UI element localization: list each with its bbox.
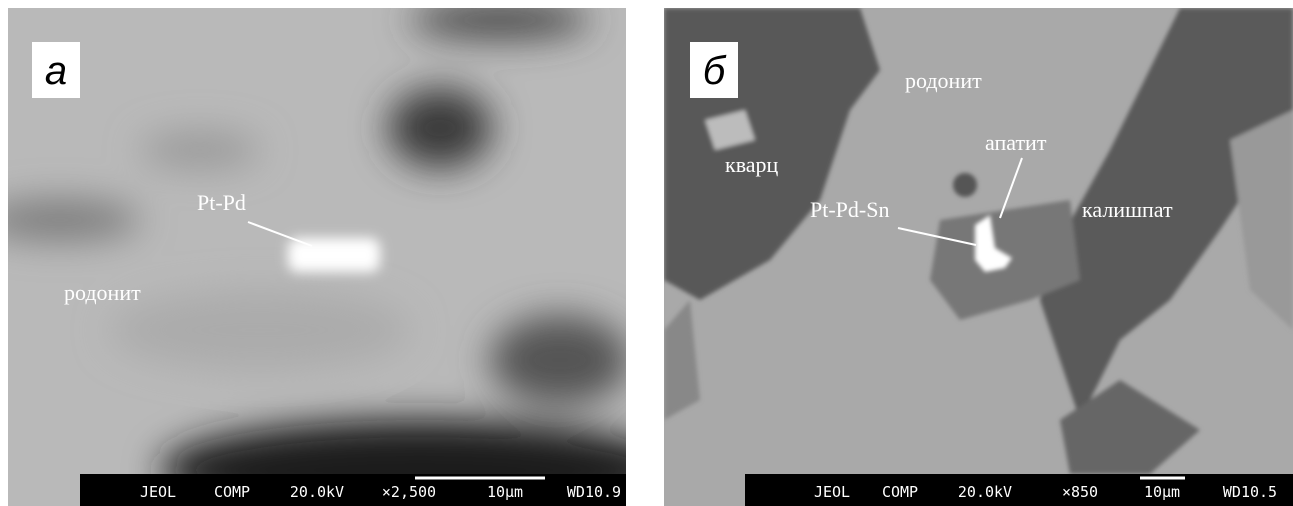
info-text: 20.0kV	[290, 483, 344, 501]
info-text: 10μm	[1144, 483, 1180, 501]
label: родонит	[905, 68, 982, 93]
figure: а Pt-Pd родонит JEOL COMP 20.0kV ×2,500 …	[0, 0, 1293, 506]
label: Pt-Pd	[197, 190, 246, 215]
panel-letter: а	[45, 49, 67, 93]
label: кварц	[725, 152, 779, 177]
label: Pt-Pd-Sn	[810, 197, 889, 222]
info-text: WD10.5	[1223, 483, 1277, 501]
label: калишпат	[1082, 197, 1173, 222]
info-text: COMP	[214, 483, 250, 501]
info-text: JEOL	[814, 483, 850, 501]
info-text: 10μm	[487, 483, 523, 501]
panel-letter: б	[703, 49, 727, 93]
panel-b: б родонит кварц апатит Pt-Pd-Sn калишпат…	[664, 8, 1293, 506]
panel-a: а Pt-Pd родонит JEOL COMP 20.0kV ×2,500 …	[0, 2, 680, 506]
info-text: ×2,500	[382, 483, 436, 501]
label: родонит	[64, 280, 141, 305]
label: апатит	[985, 130, 1047, 155]
info-text: WD10.9	[567, 483, 621, 501]
info-text: COMP	[882, 483, 918, 501]
info-text: 20.0kV	[958, 483, 1012, 501]
info-text: JEOL	[140, 483, 176, 501]
info-text: ×850	[1062, 483, 1098, 501]
